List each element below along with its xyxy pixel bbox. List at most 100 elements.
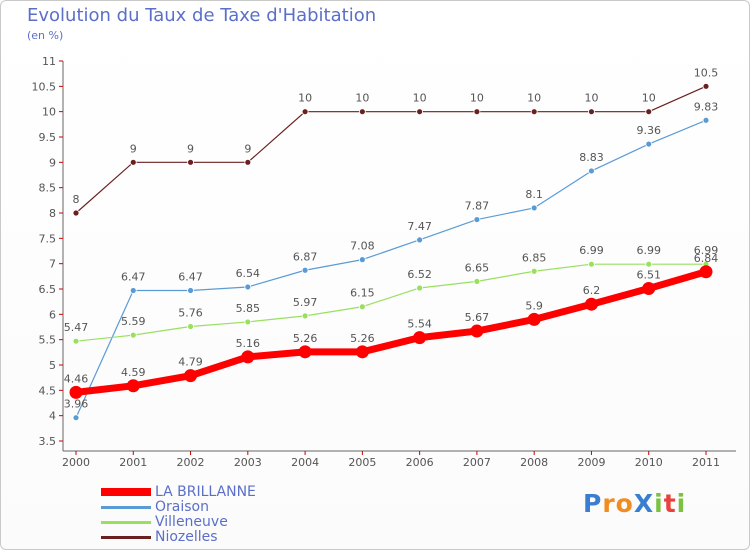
x-tick-label: 2009 xyxy=(577,456,605,469)
data-point-niozelles xyxy=(301,108,309,116)
data-point-oraison xyxy=(129,287,137,294)
legend-label: Niozelles xyxy=(155,529,218,545)
x-tick-label: 2004 xyxy=(291,456,319,469)
x-tick-label: 2010 xyxy=(635,456,663,469)
data-label-oraison: 3.96 xyxy=(64,398,89,411)
data-point-villeneuve xyxy=(645,260,653,268)
data-label-oraison: 9.36 xyxy=(636,124,661,137)
data-label-la-brillanne: 4.79 xyxy=(178,356,203,369)
data-label-niozelles: 10 xyxy=(527,92,541,105)
logo-letter: i xyxy=(654,489,664,518)
y-tick-label: 10.5 xyxy=(32,80,57,93)
data-label-oraison: 6.54 xyxy=(236,267,261,280)
data-label-la-brillanne: 6.84 xyxy=(694,252,719,265)
data-label-oraison: 9.83 xyxy=(694,100,719,113)
data-label-la-brillanne: 6.51 xyxy=(636,268,661,281)
series-line-villeneuve xyxy=(75,263,707,342)
y-tick-label: 5 xyxy=(49,359,56,372)
y-axis-unit: (en %) xyxy=(27,29,64,42)
data-label-villeneuve: 5.59 xyxy=(121,315,146,328)
data-label-villeneuve: 5.97 xyxy=(293,296,318,309)
y-tick-label: 7 xyxy=(49,258,56,271)
data-point-villeneuve xyxy=(187,323,194,330)
legend-swatch xyxy=(101,488,151,496)
data-label-villeneuve: 6.85 xyxy=(522,251,547,264)
data-point-villeneuve xyxy=(473,277,481,285)
data-label-niozelles: 10 xyxy=(355,92,369,105)
data-label-villeneuve: 6.65 xyxy=(465,261,490,274)
data-point-villeneuve xyxy=(530,267,538,275)
data-point-la-brillanne xyxy=(241,350,255,364)
series-line-oraison xyxy=(75,119,707,419)
data-label-niozelles: 10.5 xyxy=(694,66,719,79)
data-point-villeneuve xyxy=(72,337,80,345)
data-point-niozelles xyxy=(702,82,710,90)
data-label-la-brillanne: 5.26 xyxy=(350,332,375,345)
data-point-la-brillanne xyxy=(69,385,83,399)
data-label-villeneuve: 6.99 xyxy=(694,244,719,257)
data-point-niozelles xyxy=(244,158,252,166)
data-label-la-brillanne: 6.2 xyxy=(583,284,601,297)
data-point-niozelles xyxy=(645,108,653,116)
data-point-niozelles xyxy=(530,108,538,116)
data-label-villeneuve: 5.47 xyxy=(64,321,89,334)
data-label-la-brillanne: 4.46 xyxy=(64,372,89,385)
data-point-la-brillanne xyxy=(413,331,427,345)
data-point-niozelles xyxy=(473,108,481,116)
data-point-villeneuve xyxy=(129,331,137,339)
logo-letter: r xyxy=(602,489,616,518)
data-point-la-brillanne xyxy=(470,324,484,338)
data-point-oraison xyxy=(244,283,252,291)
data-point-villeneuve xyxy=(588,260,595,268)
x-tick-label: 2005 xyxy=(348,456,376,469)
chart-title: Evolution du Taux de Taxe d'Habitation xyxy=(27,5,377,26)
data-label-la-brillanne: 4.59 xyxy=(121,366,146,379)
data-label-la-brillanne: 5.54 xyxy=(407,318,432,331)
y-tick-label: 9.5 xyxy=(39,131,57,144)
data-label-niozelles: 10 xyxy=(413,92,427,105)
logo-letter: i xyxy=(676,489,687,518)
data-point-oraison xyxy=(702,116,710,124)
data-point-la-brillanne xyxy=(184,369,198,383)
data-label-villeneuve: 6.99 xyxy=(579,244,604,257)
data-point-oraison xyxy=(530,204,538,212)
y-tick-label: 8 xyxy=(49,207,56,220)
data-label-niozelles: 8 xyxy=(73,193,80,206)
data-label-oraison: 6.47 xyxy=(178,271,203,284)
data-label-oraison: 7.47 xyxy=(407,220,432,233)
data-point-la-brillanne xyxy=(355,345,369,359)
data-point-niozelles xyxy=(187,158,194,166)
data-point-la-brillanne xyxy=(126,379,140,393)
series-line-la-brillanne xyxy=(72,268,710,396)
data-point-la-brillanne xyxy=(527,312,541,326)
data-point-niozelles xyxy=(358,108,366,116)
y-tick-label: 4.5 xyxy=(39,384,57,397)
data-point-niozelles xyxy=(129,158,137,166)
data-label-niozelles: 10 xyxy=(642,92,656,105)
data-label-villeneuve: 6.99 xyxy=(636,244,661,257)
data-point-la-brillanne xyxy=(699,265,713,279)
x-tick-label: 2007 xyxy=(463,456,491,469)
data-point-niozelles xyxy=(72,209,80,217)
data-label-oraison: 6.47 xyxy=(121,271,146,284)
x-tick-label: 2003 xyxy=(234,456,262,469)
legend-label: Villeneuve xyxy=(155,514,228,530)
x-tick-label: 2000 xyxy=(62,456,90,469)
data-label-oraison: 8.83 xyxy=(579,151,604,164)
data-point-oraison xyxy=(187,287,194,294)
data-point-oraison xyxy=(358,256,366,264)
data-point-villeneuve xyxy=(244,318,252,326)
data-label-niozelles: 9 xyxy=(130,142,137,155)
data-point-villeneuve xyxy=(416,284,424,292)
data-point-niozelles xyxy=(416,108,424,116)
data-point-oraison xyxy=(301,266,309,274)
data-label-la-brillanne: 5.26 xyxy=(293,332,318,345)
data-point-oraison xyxy=(473,216,481,223)
x-tick-label: 2002 xyxy=(177,456,205,469)
data-label-niozelles: 10 xyxy=(584,92,598,105)
y-tick-label: 11 xyxy=(42,55,56,68)
data-point-oraison xyxy=(588,167,595,175)
proxiti-logo: ProXiti xyxy=(583,489,686,518)
